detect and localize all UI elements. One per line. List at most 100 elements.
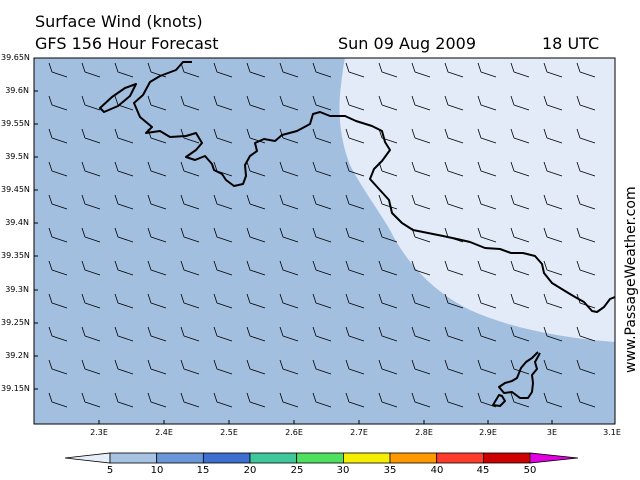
lon-label: 2.9E xyxy=(479,428,497,437)
wind-barb xyxy=(411,194,431,210)
colorbar-cell xyxy=(109,452,158,464)
colorbar-tick-label: 35 xyxy=(383,465,397,476)
colorbar-arrow-low xyxy=(64,452,111,464)
wind-barb xyxy=(378,95,398,111)
lon-label: 2.7E xyxy=(350,428,368,437)
wind-barb xyxy=(213,359,233,375)
wind-barb xyxy=(279,161,299,177)
wind-barb xyxy=(477,161,497,177)
wind-barb xyxy=(48,326,68,342)
wind-barb xyxy=(477,128,497,144)
wind-barb xyxy=(147,326,167,342)
lon-label: 2.5E xyxy=(220,428,238,437)
lat-label: 39.4N xyxy=(5,218,29,227)
wind-barb xyxy=(48,194,68,210)
colorbar-cell xyxy=(249,452,298,464)
wind-barb xyxy=(114,359,134,375)
wind-barb xyxy=(48,227,68,243)
colorbar-cell xyxy=(389,452,438,464)
wind-barb xyxy=(279,359,299,375)
wind-barb xyxy=(576,194,596,210)
wind-barb xyxy=(312,359,332,375)
wind-barb xyxy=(180,392,200,408)
colorbar-tick-label: 50 xyxy=(523,465,537,476)
wind-barb xyxy=(411,95,431,111)
wind-barb xyxy=(477,227,497,243)
lat-ticks xyxy=(34,57,38,390)
wind-barbs xyxy=(48,62,596,408)
wind-barb xyxy=(543,194,563,210)
wind-barb xyxy=(477,359,497,375)
wind-barb xyxy=(114,392,134,408)
wind-barb xyxy=(279,95,299,111)
wind-barb xyxy=(246,128,266,144)
wind-barb xyxy=(246,194,266,210)
wind-barb xyxy=(411,62,431,78)
lat-label: 39.35N xyxy=(1,251,30,260)
wind-barb xyxy=(312,62,332,78)
wind-barb xyxy=(543,95,563,111)
wind-barb xyxy=(345,194,365,210)
wind-barb xyxy=(114,260,134,276)
wind-barb xyxy=(246,95,266,111)
colorbar-tick-label: 10 xyxy=(150,465,164,476)
wind-barb xyxy=(147,95,167,111)
wind-barb xyxy=(411,392,431,408)
wind-barb xyxy=(543,260,563,276)
wind-barb xyxy=(48,260,68,276)
wind-barb xyxy=(114,128,134,144)
wind-barb xyxy=(114,161,134,177)
wind-barb xyxy=(180,260,200,276)
wind-barb xyxy=(543,392,563,408)
lat-label: 39.25N xyxy=(1,318,30,327)
wind-barb xyxy=(378,260,398,276)
lat-label: 39.2N xyxy=(5,351,29,360)
lat-label: 39.3N xyxy=(5,285,29,294)
wind-barb xyxy=(411,260,431,276)
wind-barb xyxy=(81,95,101,111)
wind-barb xyxy=(180,293,200,309)
wind-barb xyxy=(279,128,299,144)
wind-barb xyxy=(378,293,398,309)
wind-barb xyxy=(411,326,431,342)
wind-barb xyxy=(81,227,101,243)
wind-barb xyxy=(114,194,134,210)
coastline xyxy=(99,61,615,407)
wind-barb xyxy=(444,260,464,276)
wind-barb xyxy=(477,260,497,276)
wind-barb xyxy=(444,62,464,78)
wind-barb xyxy=(114,95,134,111)
lat-label: 39.65N xyxy=(1,53,30,62)
wind-barb xyxy=(81,62,101,78)
wind-barb xyxy=(411,128,431,144)
wind-barb xyxy=(444,161,464,177)
forecast-time: 18 UTC xyxy=(542,34,600,53)
lon-label: 2.4E xyxy=(155,428,173,437)
wind-barb xyxy=(510,260,530,276)
wind-barb xyxy=(180,161,200,177)
wind-barb xyxy=(345,326,365,342)
wind-barb xyxy=(543,161,563,177)
wind-barb xyxy=(378,227,398,243)
wind-barb xyxy=(213,62,233,78)
colorbar-cell xyxy=(342,452,391,464)
wind-barb xyxy=(213,194,233,210)
wind-barb xyxy=(180,95,200,111)
wind-barb xyxy=(576,392,596,408)
lat-label: 39.15N xyxy=(1,384,30,393)
wind-barb xyxy=(147,161,167,177)
wind-barb xyxy=(147,293,167,309)
colorbar-tick-label: 40 xyxy=(430,465,444,476)
wind-barb xyxy=(213,227,233,243)
wind-barb xyxy=(81,293,101,309)
wind-barb xyxy=(543,227,563,243)
lon-label: 2.3E xyxy=(90,428,108,437)
wind-barb xyxy=(345,359,365,375)
wind-barb xyxy=(147,194,167,210)
lon-label: 3E xyxy=(546,428,558,437)
wind-barb xyxy=(312,227,332,243)
wind-barb xyxy=(48,128,68,144)
wind-barb xyxy=(543,359,563,375)
colorbar-tick-label: 30 xyxy=(336,465,350,476)
